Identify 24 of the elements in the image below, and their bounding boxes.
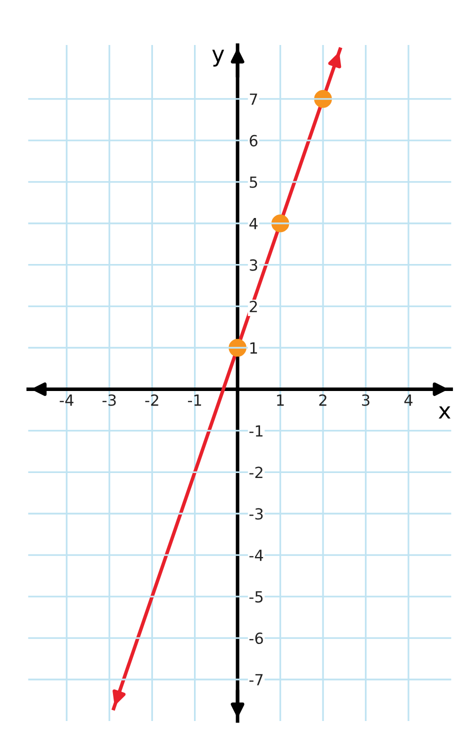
y-tick-label: -4 (249, 550, 264, 561)
y-axis-title: y (212, 50, 224, 67)
y-tick-label: -2 (249, 466, 262, 478)
x-tick-label: 2 (319, 394, 326, 406)
y-tick-label: -6 (249, 632, 263, 644)
y-tick-label: -3 (249, 508, 263, 520)
x-tick-label: -4 (60, 394, 74, 406)
x-tick-label: -1 (188, 394, 202, 406)
y-tick-label: -5 (249, 591, 263, 603)
x-tick-label: -3 (102, 394, 116, 406)
y-tick-label: 3 (250, 259, 258, 271)
y-tick-label: -1 (249, 425, 262, 436)
y-tick-label: 5 (250, 176, 258, 188)
y-tick-label: 6 (250, 134, 258, 146)
y-tick-label: 2 (250, 300, 257, 312)
x-tick-label: -2 (145, 394, 158, 406)
x-axis-title: x (438, 406, 450, 419)
x-tick-label: 4 (404, 394, 412, 406)
y-tick-label: 4 (249, 218, 258, 230)
x-tick-label: 3 (362, 394, 370, 406)
y-tick-label: 1 (250, 342, 257, 354)
y-tick-label: 7 (250, 94, 258, 105)
x-tick-label: 1 (277, 394, 284, 406)
y-tick-label: -7 (249, 674, 263, 686)
